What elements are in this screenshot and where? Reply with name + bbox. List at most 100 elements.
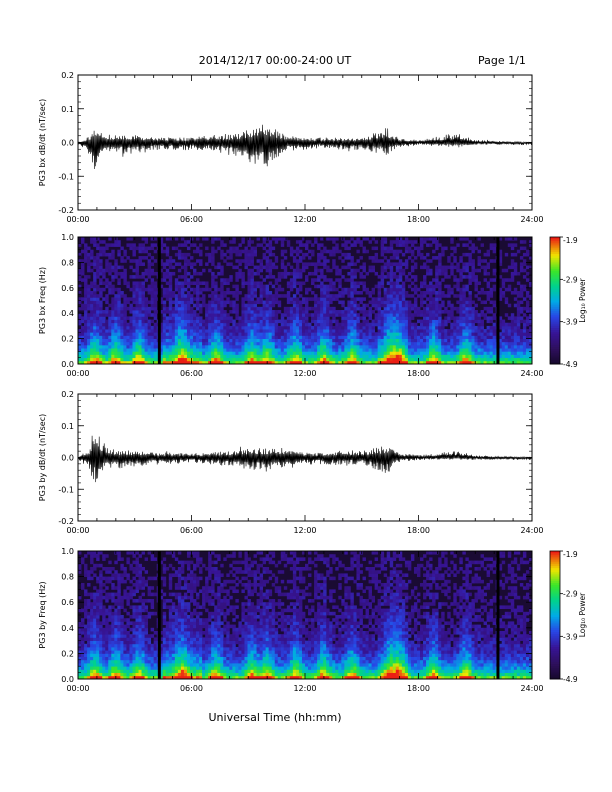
spectrogram-cell [510, 262, 515, 266]
spectrogram-cell [501, 332, 506, 336]
spectrogram-cell [199, 290, 203, 295]
dbdt-trace [77, 435, 533, 483]
spectrogram-cell [383, 300, 388, 305]
spectrogram-cell [93, 659, 97, 664]
spectrogram-cell [323, 329, 327, 333]
spectrogram-cell [465, 316, 469, 320]
spectrogram-cell [271, 313, 276, 317]
spectrogram-cell [202, 341, 206, 346]
spectrogram-cell [471, 265, 475, 270]
spectrogram-cell [356, 268, 360, 273]
spectrogram-cell [259, 259, 264, 263]
spectrogram-cell [211, 306, 215, 311]
spectrogram-cell [456, 310, 460, 314]
spectrogram-cell [380, 268, 385, 273]
spectrogram-cell [150, 348, 155, 352]
spectrogram-cell [365, 287, 369, 292]
spectrogram-cell [96, 563, 100, 568]
spectrogram-cell [147, 259, 152, 263]
spectrogram-cell [189, 332, 194, 336]
spectrogram-cell [395, 354, 400, 359]
spectrogram-cell [250, 249, 254, 254]
spectrogram-cell [498, 252, 503, 257]
spectrogram-cell [99, 637, 103, 641]
spectrogram-cell [93, 306, 97, 311]
spectrogram-cell [193, 348, 197, 352]
spectrogram-cell [226, 262, 230, 266]
spectrogram-cell [250, 240, 254, 244]
spectrogram-cell [347, 294, 351, 298]
spectrogram-cell [87, 262, 91, 266]
spectrogram-cell [274, 290, 279, 295]
spectrogram-cell [465, 300, 469, 305]
spectrogram-cell [404, 275, 409, 279]
spectrogram-cell [274, 348, 279, 352]
spectrogram-cell [528, 313, 533, 317]
colorbar-segment [550, 319, 560, 323]
spectrogram-cell [180, 357, 185, 362]
spectrogram-cell [441, 338, 445, 343]
spectrogram-cell [168, 354, 173, 359]
spectrogram-cell [220, 329, 224, 333]
spectrogram-cell [99, 278, 103, 282]
spectrogram-cell [168, 275, 173, 279]
spectrogram-cell [395, 310, 400, 314]
spectrogram-cell [186, 338, 191, 343]
spectrogram-cell [513, 271, 518, 276]
spectrogram-cell [471, 268, 475, 273]
spectrogram-cell [320, 249, 324, 254]
spectrogram-cell [356, 335, 360, 339]
spectrogram-cell [78, 319, 82, 324]
spectrogram-cell [486, 338, 491, 343]
spectrogram-cell [102, 348, 106, 352]
spectrogram-cell [147, 357, 152, 362]
spectrogram-cell [259, 344, 264, 349]
spectrogram-cell [186, 329, 191, 333]
spectrogram-cell [486, 265, 491, 270]
spectrogram-cell [286, 240, 291, 244]
spectrogram-cell [525, 252, 530, 257]
spectrogram-cell [516, 357, 521, 362]
spectrogram-cell [108, 256, 112, 260]
spectrogram-cell [423, 290, 427, 295]
colorbar-segment [550, 330, 560, 333]
spectrogram-cell [93, 284, 97, 289]
spectrogram-cell [165, 338, 170, 343]
spectrogram-cell [362, 284, 366, 289]
spectrogram-cell [492, 322, 497, 327]
spectrogram-cell [477, 329, 481, 333]
spectrogram-cell [429, 335, 433, 339]
spectrogram-cell [444, 357, 448, 362]
spectrogram-cell [271, 275, 276, 279]
spectrogram-cell [471, 341, 475, 346]
spectrogram-cell [274, 360, 279, 365]
spectrogram-cell [250, 290, 254, 295]
spectrogram-cell [93, 656, 97, 661]
spectrogram-cell [435, 338, 439, 343]
spectrogram-cell [135, 281, 139, 286]
spectrogram-cell [132, 290, 136, 295]
spectrogram-cell [274, 297, 279, 301]
spectrogram-cell [262, 303, 267, 308]
colorbar-tick-label: -3.9 [563, 318, 578, 327]
spectrogram-cell [271, 344, 276, 349]
spectrogram-cell [311, 243, 315, 247]
spectrogram-cell [93, 265, 97, 270]
spectrogram-cell [295, 360, 300, 365]
spectrogram-cell [501, 294, 506, 298]
spectrogram-cell [295, 310, 300, 314]
spectrogram-cell [84, 332, 88, 336]
spectrogram-cell [120, 319, 124, 324]
spectrogram-cell [429, 310, 433, 314]
spectrogram-cell [268, 243, 273, 247]
spectrogram-cell [232, 351, 236, 355]
spectrogram-cell [177, 341, 182, 346]
spectrogram-cell [407, 271, 412, 276]
spectrogram-cell [223, 316, 227, 320]
spectrogram-cell [305, 246, 309, 251]
spectrogram-cell [338, 313, 342, 317]
spectrogram-cell [226, 344, 230, 349]
spectrogram-cell [147, 332, 152, 336]
spectrogram-cell [180, 256, 185, 260]
spectrogram-cell [220, 335, 224, 339]
